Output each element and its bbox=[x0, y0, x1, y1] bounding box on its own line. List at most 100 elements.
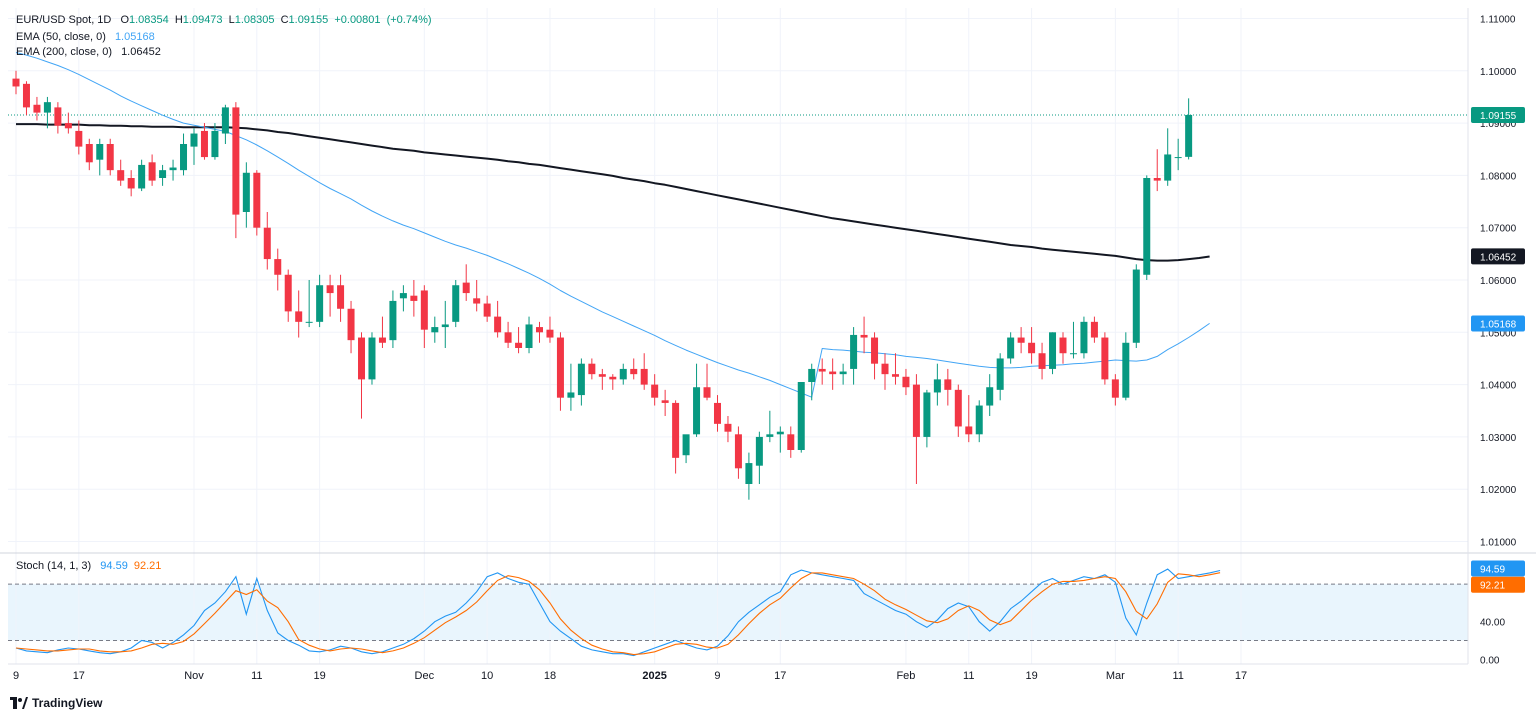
candle-body bbox=[829, 371, 837, 375]
candle-body bbox=[22, 83, 30, 108]
candle bbox=[148, 154, 156, 186]
candle bbox=[232, 102, 240, 239]
candle bbox=[536, 321, 543, 343]
candle bbox=[734, 426, 742, 479]
candle-body bbox=[1049, 332, 1057, 369]
candle-body bbox=[494, 316, 502, 333]
candle-body bbox=[295, 311, 303, 322]
ema50-tag: 1.05168 bbox=[1471, 315, 1525, 332]
price-tick-label: 1.03000 bbox=[1480, 433, 1517, 444]
candle bbox=[860, 316, 868, 354]
candle-body bbox=[881, 363, 889, 375]
candle-body bbox=[85, 144, 93, 163]
candle-body bbox=[1069, 353, 1077, 355]
candle-body bbox=[525, 324, 533, 348]
candle bbox=[295, 290, 303, 338]
candle bbox=[954, 384, 962, 437]
axis-layer: 1.11000 1.10000 1.09000 1.08000 1.07000 1.060… bbox=[0, 8, 1536, 682]
candle bbox=[577, 358, 585, 406]
candle bbox=[567, 363, 575, 411]
candle bbox=[96, 138, 104, 176]
stoch-d-tag: 92.21 bbox=[1471, 576, 1525, 593]
legend-ema50-label: EMA (50, close, 0) bbox=[16, 31, 106, 43]
candle bbox=[180, 133, 188, 176]
candle-body bbox=[703, 387, 711, 398]
candle-body bbox=[891, 374, 899, 377]
current-price-tag-bg bbox=[1471, 106, 1525, 123]
stoch-tick-label: 40.00 bbox=[1480, 618, 1505, 629]
candle bbox=[221, 104, 229, 144]
candle bbox=[284, 269, 292, 322]
candle-body bbox=[462, 282, 470, 294]
legend-close-label: C bbox=[280, 14, 289, 26]
legend-ema50-row: EMA (50, close, 0) 1.05168 bbox=[16, 31, 155, 43]
legend-change-pct: (+0.74%) bbox=[386, 14, 432, 26]
tradingview-logo[interactable]: TradingView bbox=[10, 696, 102, 710]
candle-body bbox=[358, 337, 366, 380]
date-tick-label: 9 bbox=[13, 670, 19, 682]
stoch-k-line bbox=[15, 568, 1221, 657]
candle bbox=[85, 138, 93, 171]
candle bbox=[829, 358, 837, 390]
candle-body bbox=[253, 172, 261, 228]
candle bbox=[399, 285, 407, 312]
candle bbox=[410, 280, 418, 317]
candle bbox=[504, 321, 512, 348]
candle bbox=[1038, 342, 1046, 380]
candle-body bbox=[274, 259, 282, 275]
candle bbox=[672, 400, 680, 474]
candle bbox=[1174, 138, 1182, 171]
candle-body bbox=[127, 178, 135, 189]
candle bbox=[986, 374, 994, 416]
candle bbox=[1017, 327, 1025, 354]
candle bbox=[797, 382, 805, 453]
candle bbox=[944, 368, 952, 406]
stoch-k-tag-bg bbox=[1471, 560, 1525, 577]
candle-body bbox=[619, 368, 627, 380]
legend-stoch-label: Stoch (14, 1, 3) bbox=[16, 560, 92, 572]
candle bbox=[1153, 149, 1161, 192]
candle-body bbox=[347, 308, 355, 341]
candle-body bbox=[1122, 342, 1130, 398]
candle-body bbox=[483, 303, 491, 317]
candle-body bbox=[148, 162, 156, 181]
date-tick-label: 19 bbox=[1025, 670, 1037, 682]
candle bbox=[871, 332, 879, 380]
candle bbox=[588, 358, 596, 380]
legend-price-row: EUR/USD Spot, 1D O1.08354 H1.09473 L1.08… bbox=[16, 14, 435, 26]
candle bbox=[1132, 264, 1140, 348]
candle-body bbox=[473, 298, 481, 304]
legend-stoch-row: Stoch (14, 1, 3) 94.59 92.21 bbox=[16, 560, 164, 572]
date-tick-label: 10 bbox=[481, 670, 493, 682]
legend-close: 1.09155 bbox=[288, 14, 329, 26]
candle-body bbox=[734, 434, 742, 469]
date-tick-label: 18 bbox=[544, 670, 556, 682]
candle bbox=[651, 374, 659, 406]
candle-body bbox=[661, 400, 669, 403]
candle bbox=[462, 264, 470, 301]
candle-body bbox=[996, 358, 1004, 390]
date-tick-label: Nov bbox=[184, 670, 204, 682]
candle bbox=[337, 274, 345, 322]
candle bbox=[713, 395, 721, 432]
candle-body bbox=[263, 227, 271, 260]
ema50-tag-text: 1.05168 bbox=[1480, 320, 1517, 331]
candle bbox=[745, 452, 753, 500]
candle bbox=[33, 96, 41, 121]
stoch-d-line bbox=[15, 572, 1221, 656]
candle-body bbox=[378, 337, 386, 343]
candle-body bbox=[106, 144, 114, 171]
candle bbox=[494, 300, 502, 338]
candle bbox=[43, 96, 51, 129]
candle-body bbox=[138, 164, 146, 189]
candle-body bbox=[441, 324, 449, 328]
candle-body bbox=[96, 144, 104, 160]
candle-body bbox=[713, 402, 721, 424]
legend-ema50-value: 1.05168 bbox=[114, 31, 155, 43]
candle bbox=[818, 358, 826, 385]
candle-body bbox=[808, 368, 816, 382]
candle-body bbox=[159, 170, 167, 178]
candle-body bbox=[431, 327, 439, 333]
candle bbox=[200, 123, 208, 160]
